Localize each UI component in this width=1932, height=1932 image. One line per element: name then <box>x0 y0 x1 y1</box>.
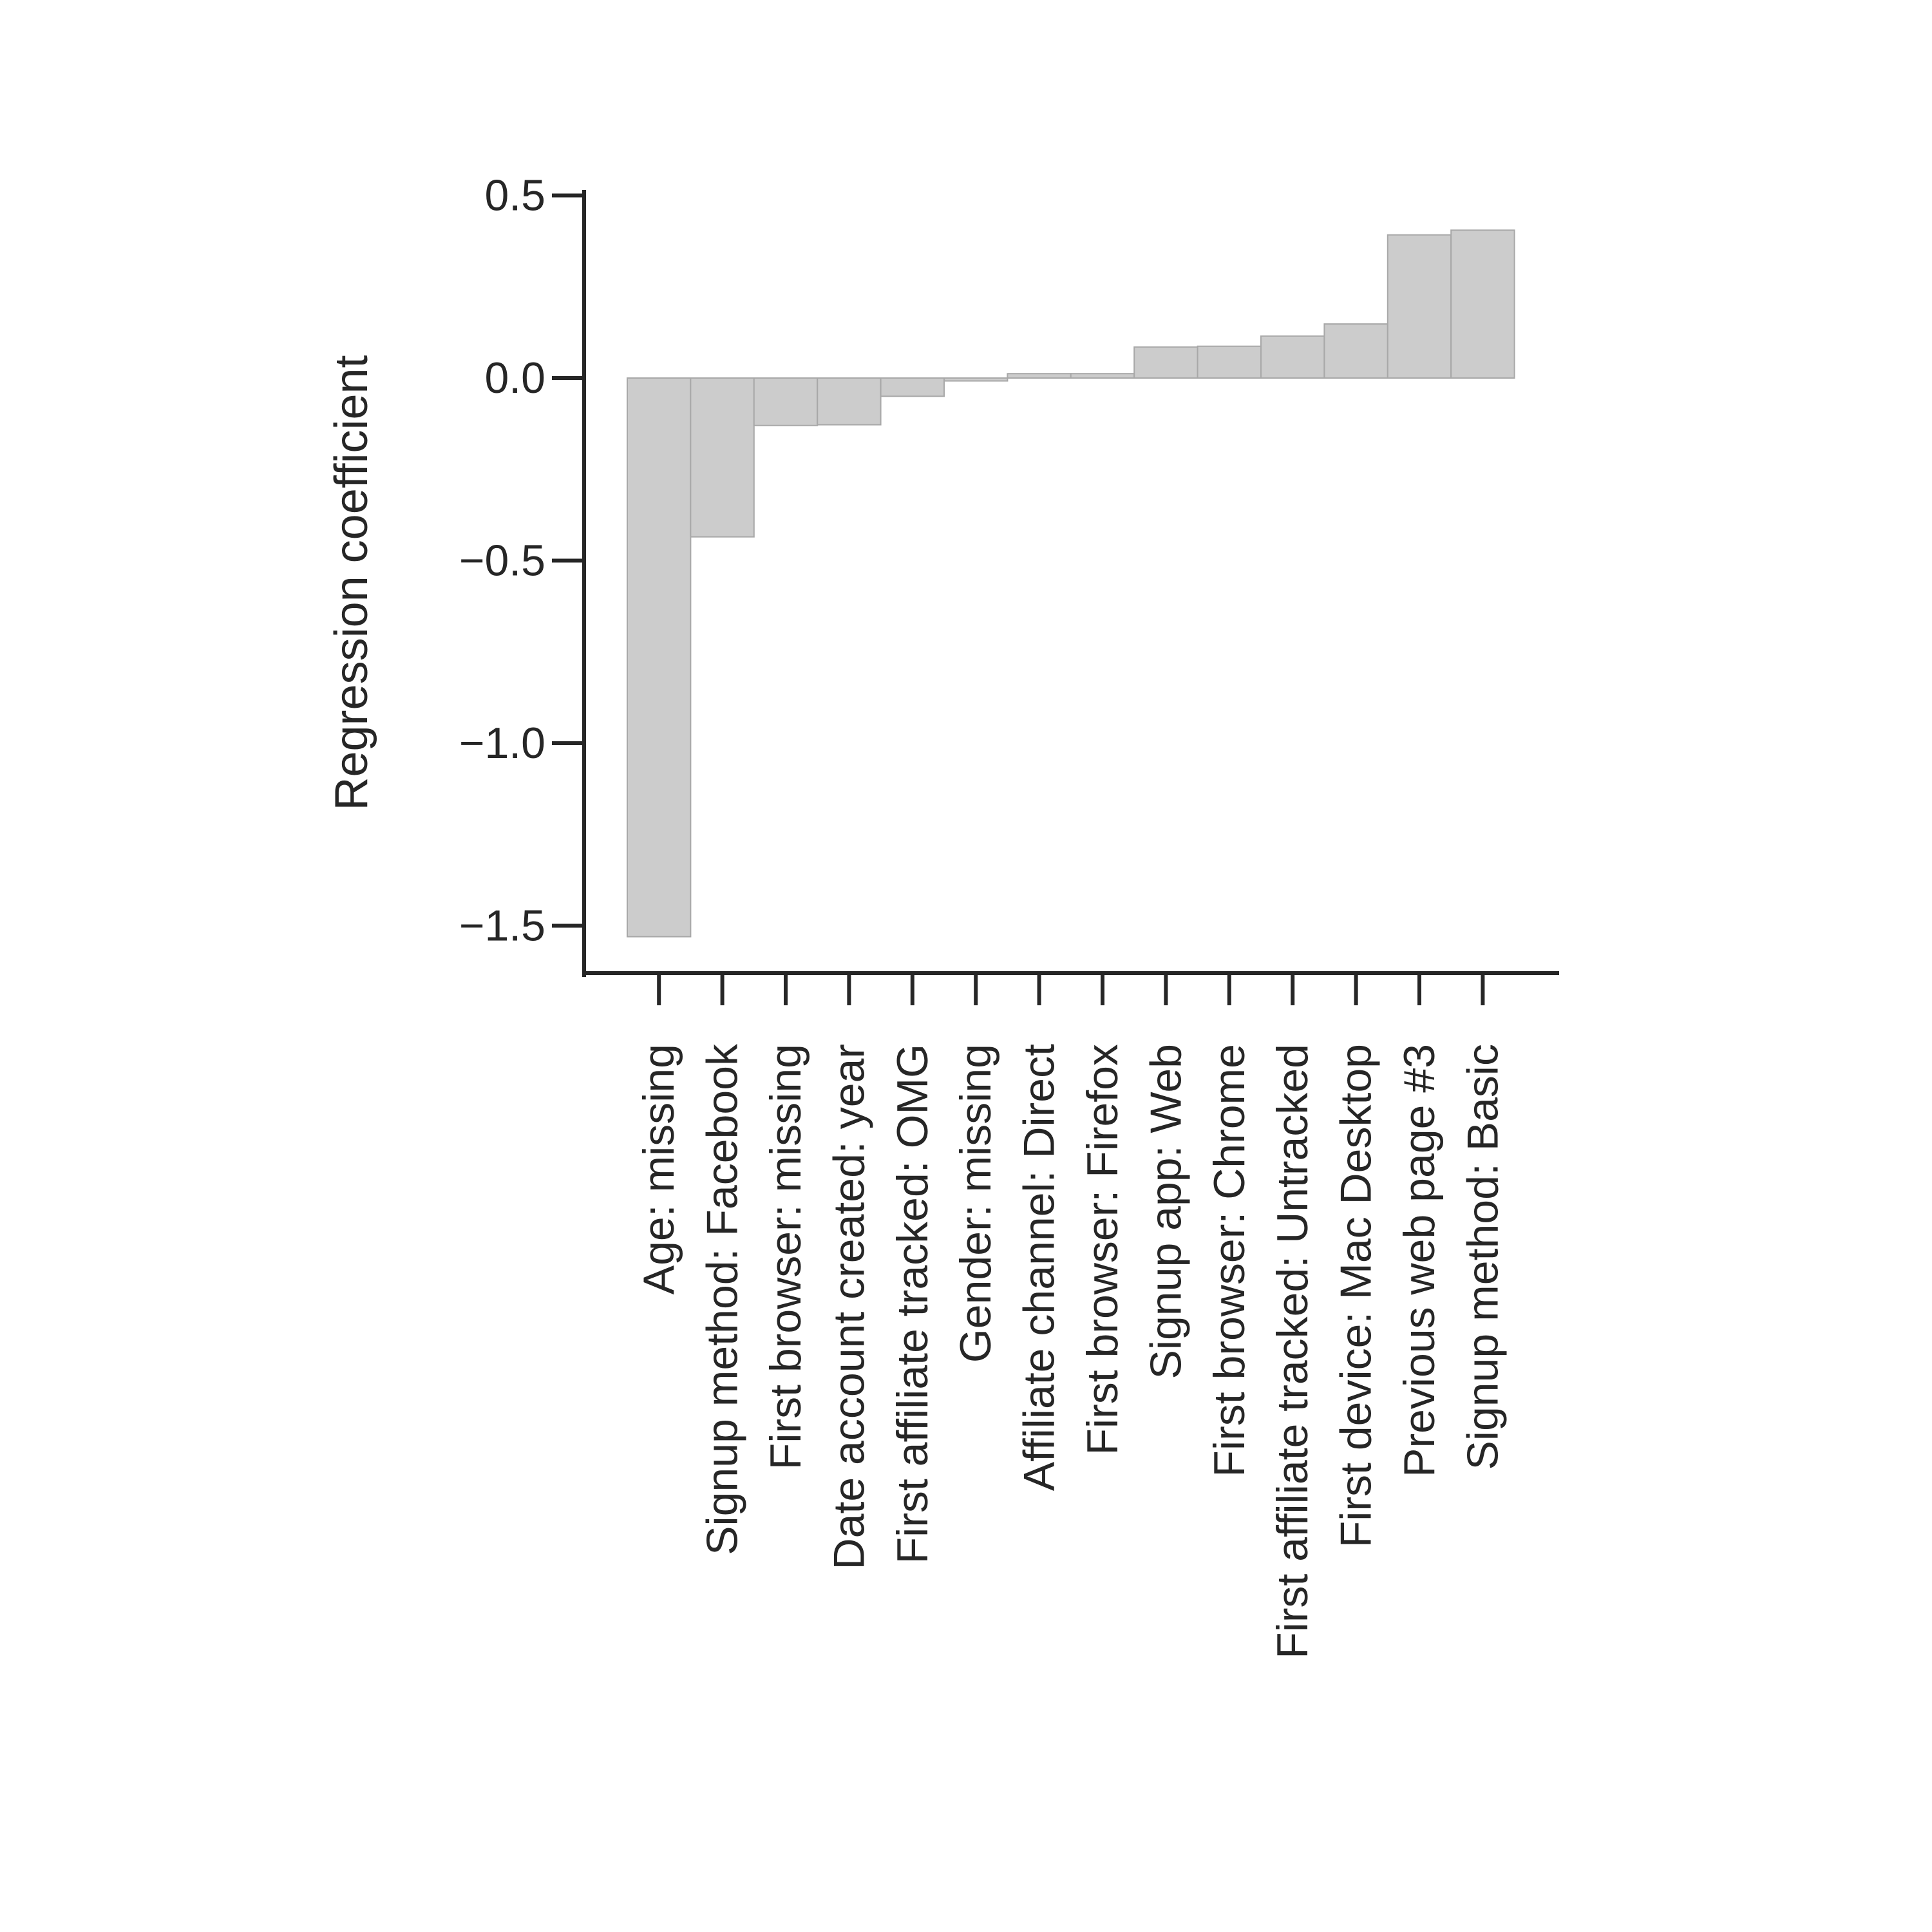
bar-14 <box>1450 229 1515 379</box>
y-ticks: 0.5 0.0 −0.5 −1.0 −1.5 <box>459 171 584 951</box>
x-tick-label: Signup method: Facebook <box>698 1043 747 1555</box>
x-tick-label: First device: Mac Desktop <box>1332 1044 1381 1548</box>
bar-8 <box>1070 373 1135 379</box>
bar-12 <box>1323 323 1388 379</box>
y-tick-label: 0.0 <box>484 354 545 402</box>
x-tick-label: First browser: Firefox <box>1078 1044 1127 1455</box>
x-tick-label: Signup method: Basic <box>1458 1044 1507 1470</box>
x-tick-label: Previous web page #3 <box>1395 1044 1444 1477</box>
x-tick-label: Signup app: Web <box>1141 1044 1190 1379</box>
y-tick-label: −1.5 <box>459 902 545 951</box>
y-tick-label: 0.5 <box>484 171 545 220</box>
axes-layer <box>582 190 1559 977</box>
y-tick-label: −1.0 <box>459 719 545 768</box>
x-tick-label: First browser: missing <box>761 1044 810 1470</box>
bar-13 <box>1387 234 1452 379</box>
bars-layer <box>627 229 1515 938</box>
bar-11 <box>1260 335 1325 379</box>
x-tick-label: First affiliate tracked: OMG <box>888 1044 937 1564</box>
bar-1 <box>627 377 692 938</box>
y-axis-label: Regression coefficient <box>326 355 377 810</box>
bar-10 <box>1197 345 1262 379</box>
x-tick-label: First browser: Chrome <box>1205 1044 1254 1477</box>
bar-3 <box>753 377 819 426</box>
bar-9 <box>1133 346 1198 379</box>
bar-5 <box>880 377 945 397</box>
x-tick-label: Affiliate channel: Direct <box>1015 1044 1064 1491</box>
x-tick-label: Age: missing <box>634 1044 683 1294</box>
x-tick-label: First affiliate tracked: Untracked <box>1268 1044 1317 1659</box>
bar-4 <box>817 377 882 426</box>
x-ticks: Age: missing Signup method: Facebook First… <box>634 973 1507 1659</box>
x-tick-label: Gender: missing <box>951 1044 1000 1363</box>
x-tick-label: Date account created: year <box>824 1044 873 1569</box>
bar-6 <box>943 377 1009 382</box>
y-tick-label: −0.5 <box>459 536 545 585</box>
bar-2 <box>690 377 755 538</box>
bar-7 <box>1007 373 1072 379</box>
